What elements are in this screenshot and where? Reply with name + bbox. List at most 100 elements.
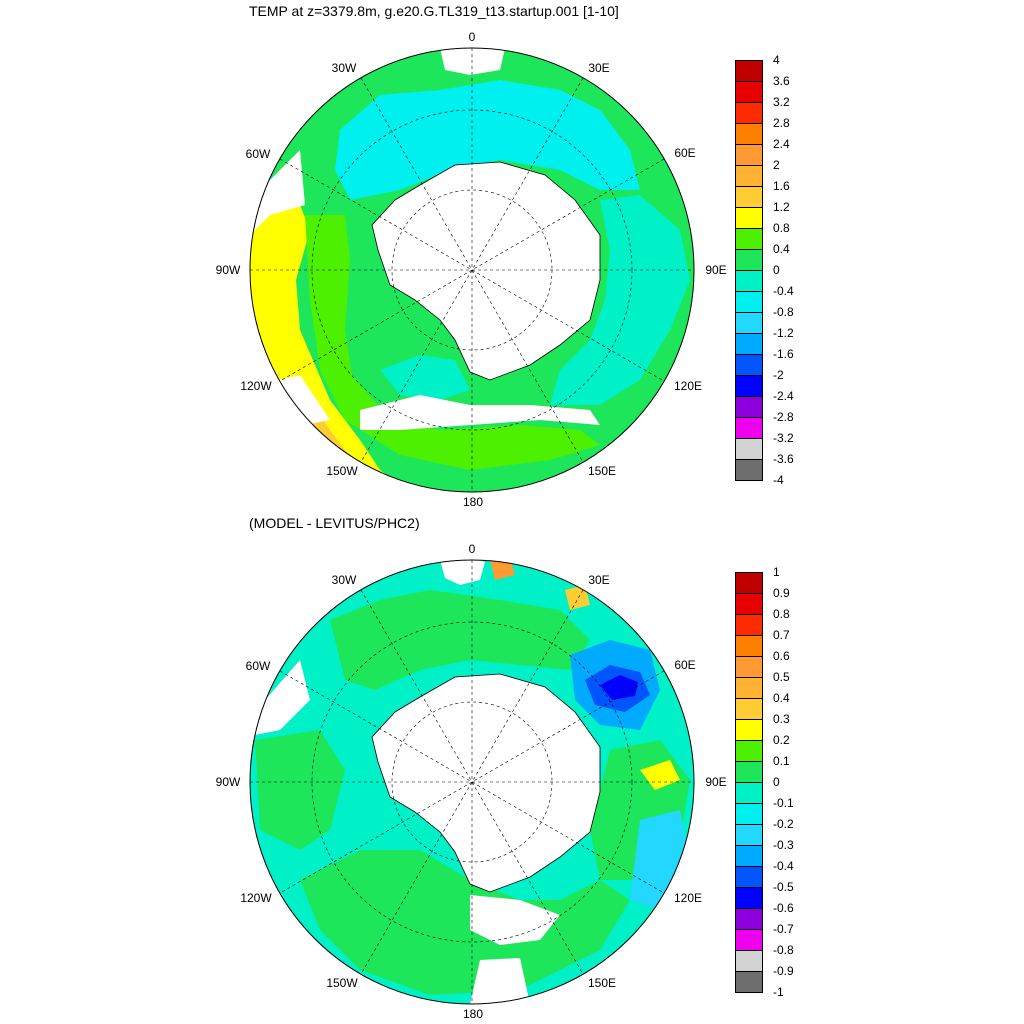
top-lon-60e: 60E <box>674 146 696 160</box>
bottom-colorbar-swatch <box>735 950 763 972</box>
bottom-colorbar-swatch <box>735 761 763 783</box>
bottom-colorbar-swatch <box>735 971 763 993</box>
top-colorbar-label: -2.8 <box>773 410 794 424</box>
top-colorbar-swatch <box>735 354 763 376</box>
bottom-green-south <box>300 850 630 995</box>
top-colorbar-swatch <box>735 396 763 418</box>
top-colorbar-label: 0.4 <box>773 242 790 256</box>
top-colorbar-label: -2.4 <box>773 389 794 403</box>
bottom-colorbar-label: -0.9 <box>773 964 794 978</box>
bottom-colorbar-swatch <box>735 908 763 930</box>
top-graticule <box>250 48 694 492</box>
bottom-land-south <box>470 958 530 1004</box>
top-lon-30w: 30W <box>331 61 357 75</box>
bottom-colorbar-swatch <box>735 698 763 720</box>
bottom-lon-30w: 30W <box>331 573 357 587</box>
top-lon-90w: 90W <box>215 263 241 277</box>
top-lon-120e: 120E <box>673 379 703 393</box>
bottom-colorbar-swatch <box>735 572 763 594</box>
bottom-lon-150w: 150W <box>326 976 358 990</box>
bottom-colorbar-label: -0.6 <box>773 901 794 915</box>
top-colorbar-label: 4 <box>773 53 780 67</box>
top-colorbar-swatch <box>735 249 763 271</box>
top-colorbar-swatch <box>735 333 763 355</box>
bottom-sea-ice <box>470 895 560 945</box>
bottom-green-west <box>255 730 345 850</box>
top-colorbar-label: 0 <box>773 263 780 277</box>
bottom-colorbar-label: 0.2 <box>773 733 790 747</box>
top-sea-ice-band <box>360 395 600 430</box>
bottom-lon-0: 0 <box>468 542 476 556</box>
bottom-map-title: (MODEL - LEVITUS/PHC2) <box>249 515 420 531</box>
bottom-colorbar-swatch <box>735 845 763 867</box>
top-colorbar-label: -0.8 <box>773 305 794 319</box>
bottom-colorbar-label: 0.8 <box>773 607 790 621</box>
top-lon-90e: 90E <box>705 263 727 277</box>
bottom-colorbar-swatch <box>735 866 763 888</box>
bottom-colorbar-label: 0.1 <box>773 754 790 768</box>
top-lon-150w: 150W <box>326 464 358 478</box>
top-colorbar-swatch <box>735 186 763 208</box>
bottom-lon-90w: 90W <box>215 775 241 789</box>
top-lon-120w: 120W <box>240 379 272 393</box>
bottom-colorbar-label: 0.3 <box>773 712 790 726</box>
top-teal-ross <box>380 355 470 400</box>
bottom-colorbar-swatch <box>735 656 763 678</box>
bottom-antarctica <box>371 673 601 893</box>
bottom-colorbar-label: -0.3 <box>773 838 794 852</box>
top-green-band <box>305 215 600 470</box>
top-colorbar-swatch <box>735 459 763 481</box>
top-map-title: TEMP at z=3379.8m, g.e20.G.TL319_t13.sta… <box>249 3 619 19</box>
bottom-lon-150e: 150E <box>587 976 617 990</box>
top-colorbar-swatch <box>735 81 763 103</box>
bottom-warm-patch-30e <box>565 585 590 610</box>
bottom-colorbar-swatch <box>735 782 763 804</box>
bottom-land-north <box>440 560 485 585</box>
top-colorbar-swatch <box>735 144 763 166</box>
bottom-colorbar-label: -0.2 <box>773 817 794 831</box>
top-lon-30e: 30E <box>588 61 610 75</box>
top-teal-east <box>550 195 690 405</box>
top-land-north <box>440 48 505 75</box>
bottom-colorbar-label: 1 <box>773 565 780 579</box>
top-colorbar-swatch <box>735 165 763 187</box>
top-colorbar-label: -3.6 <box>773 452 794 466</box>
top-colorbar-label: 1.6 <box>773 179 790 193</box>
bottom-colorbar-swatch <box>735 719 763 741</box>
top-colorbar-label: 3.2 <box>773 95 790 109</box>
top-lon-150e: 150E <box>587 464 617 478</box>
top-colorbar-swatch <box>735 417 763 439</box>
top-colorbar-swatch <box>735 228 763 250</box>
top-land-south-america <box>278 375 330 425</box>
bottom-green-north <box>330 590 590 690</box>
top-colorbar-label: 2.4 <box>773 137 790 151</box>
bottom-graticule <box>250 560 694 1004</box>
bottom-colorbar-label: 0.6 <box>773 649 790 663</box>
top-colorbar-swatch <box>735 375 763 397</box>
bottom-colorbar-label: -0.4 <box>773 859 794 873</box>
top-cold-weddell <box>335 80 640 200</box>
top-colorbar-swatch <box>735 102 763 124</box>
bottom-lon-60w: 60W <box>245 659 271 673</box>
bottom-colorbar-swatch <box>735 740 763 762</box>
top-colorbar-label: -4 <box>773 473 784 487</box>
bottom-colorbar-swatch <box>735 803 763 825</box>
bottom-colorbar-swatch <box>735 593 763 615</box>
top-colorbar-label: 2 <box>773 158 780 172</box>
top-colorbar-label: -1.6 <box>773 347 794 361</box>
bottom-colorbar-swatch <box>735 887 763 909</box>
bottom-colorbar-label: 0.4 <box>773 691 790 705</box>
bottom-lon-60e: 60E <box>674 658 696 672</box>
bottom-colorbar-label: -0.1 <box>773 796 794 810</box>
top-colorbar-swatch <box>735 291 763 313</box>
top-colorbar-swatch <box>735 270 763 292</box>
top-colorbar-swatch <box>735 207 763 229</box>
bottom-colorbar-label: -0.7 <box>773 922 794 936</box>
top-colorbar-label: -0.4 <box>773 284 794 298</box>
bottom-colorbar-swatch <box>735 929 763 951</box>
top-colorbar-swatch <box>735 438 763 460</box>
bottom-warm-patch-east <box>640 760 680 790</box>
top-colorbar-swatch <box>735 60 763 82</box>
bottom-colorbar-swatch <box>735 677 763 699</box>
bottom-lon-180: 180 <box>462 1007 484 1021</box>
